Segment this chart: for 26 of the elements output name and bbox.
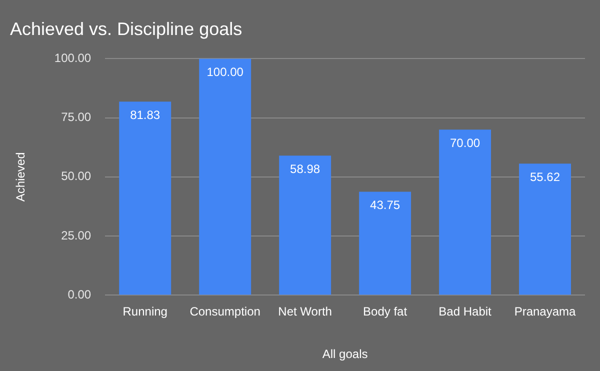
- y-tick-label: 0.00: [68, 288, 92, 302]
- bar: [119, 102, 172, 295]
- y-tick-label: 50.00: [61, 169, 92, 184]
- bar: [279, 156, 332, 295]
- x-tick-label: Consumption: [190, 304, 260, 319]
- x-tick-label: Body fat: [363, 304, 408, 319]
- data-label: 43.75: [370, 198, 400, 212]
- y-tick-label: 25.00: [61, 228, 92, 242]
- y-tick-label: 75.00: [61, 110, 92, 124]
- data-label: 58.98: [290, 162, 320, 176]
- data-label: 70.00: [450, 136, 480, 150]
- x-axis-title: All goals: [322, 347, 368, 362]
- x-tick-label: Bad Habit: [438, 304, 492, 319]
- x-tick-label: Net Worth: [278, 304, 332, 319]
- y-axis-title: Achieved: [14, 152, 28, 202]
- bar: [359, 192, 412, 295]
- data-label: 100.00: [206, 64, 244, 79]
- bar: [439, 130, 492, 295]
- x-tick-label: Running: [122, 304, 168, 319]
- data-label: 81.83: [130, 108, 160, 122]
- y-tick-label: 100.00: [54, 50, 92, 65]
- bar: [199, 58, 252, 295]
- x-tick-label: Pranayama: [514, 304, 576, 319]
- data-label: 55.62: [530, 170, 560, 184]
- bar: [519, 164, 572, 295]
- chart-title: Achieved vs. Discipline goals: [10, 18, 242, 39]
